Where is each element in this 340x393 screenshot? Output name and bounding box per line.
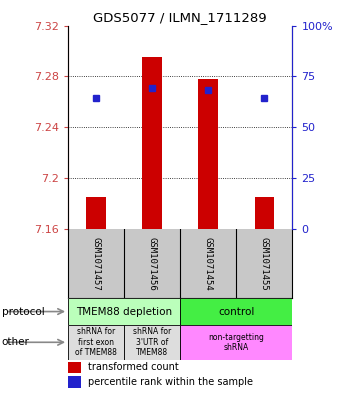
Text: shRNA for
first exon
of TMEM88: shRNA for first exon of TMEM88 (75, 327, 117, 357)
Text: other: other (2, 337, 30, 347)
Bar (68, 298, 180, 325)
Bar (199, 79, 218, 229)
Bar (68, 362, 82, 373)
Text: GSM1071454: GSM1071454 (204, 237, 213, 290)
Text: GSM1071456: GSM1071456 (148, 237, 157, 290)
Bar (68, 325, 124, 360)
Bar (142, 57, 162, 229)
Bar (180, 298, 292, 325)
Text: TMEM88 depletion: TMEM88 depletion (76, 307, 172, 316)
Bar (124, 325, 180, 360)
Bar (255, 197, 274, 229)
Title: GDS5077 / ILMN_1711289: GDS5077 / ILMN_1711289 (94, 11, 267, 24)
Text: GSM1071457: GSM1071457 (91, 237, 101, 290)
Text: percentile rank within the sample: percentile rank within the sample (88, 377, 253, 387)
Text: non-targetting
shRNA: non-targetting shRNA (208, 332, 264, 352)
Text: shRNA for
3'UTR of
TMEM88: shRNA for 3'UTR of TMEM88 (133, 327, 171, 357)
Bar (180, 325, 292, 360)
Bar (86, 197, 106, 229)
Text: transformed count: transformed count (88, 362, 179, 372)
Text: protocol: protocol (2, 307, 45, 316)
Text: control: control (218, 307, 254, 316)
Bar (68, 376, 82, 387)
Text: GSM1071455: GSM1071455 (260, 237, 269, 290)
